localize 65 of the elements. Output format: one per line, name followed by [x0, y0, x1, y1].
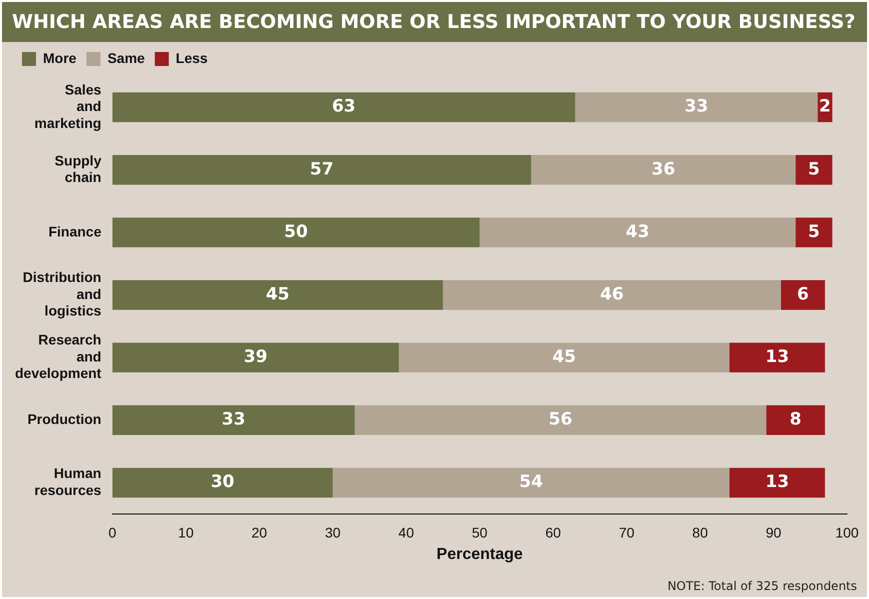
text: NOTE: Total of 325 respondents: [667, 579, 857, 593]
data-label: 54: [519, 472, 544, 492]
bar: [575, 92, 818, 122]
x-tick-label: 10: [178, 524, 194, 540]
bar: [354, 405, 766, 436]
data-label: 30: [210, 472, 235, 492]
data-label: 5: [808, 222, 820, 242]
y-tick-label: Sales and marketing: [34, 81, 102, 131]
y-tick-label: Research and development: [14, 332, 102, 382]
data-label: 13: [765, 346, 790, 367]
data-label: 43: [626, 222, 650, 242]
data-label: 33: [684, 96, 708, 117]
x-tick-label: 70: [618, 524, 635, 540]
y-tick-label: Finance: [48, 223, 102, 240]
bar: [112, 342, 399, 372]
legend-label: Same: [107, 50, 146, 66]
x-tick-label: 50: [472, 524, 488, 540]
bar: [729, 468, 825, 498]
x-tick-label: 20: [251, 524, 268, 540]
bar: [442, 280, 781, 310]
data-label: 45: [552, 346, 576, 367]
bar: [332, 468, 730, 498]
data-label: 63: [332, 96, 356, 117]
x-tick-label: 30: [324, 524, 341, 540]
data-label: 6: [797, 284, 809, 304]
bar: [531, 154, 796, 185]
bar: [729, 342, 825, 372]
y-tick-label: Human resources: [34, 465, 102, 498]
data-label: 46: [600, 284, 624, 304]
data-label: 50: [284, 222, 308, 242]
data-label: 39: [244, 346, 268, 367]
x-tick-label: 60: [545, 524, 562, 540]
x-axis-title: Percentage: [436, 546, 523, 563]
y-tick-label: Distribution and logistics: [22, 269, 102, 319]
y-tick-label: Supply chain: [54, 152, 102, 186]
bar: [112, 92, 576, 122]
bar: [112, 468, 333, 498]
bar: [112, 280, 443, 310]
data-label: 57: [310, 159, 334, 180]
legend-label: Less: [176, 50, 208, 66]
bar: [780, 280, 825, 310]
x-tick-label: 40: [398, 524, 414, 540]
x-tick-label: 100: [835, 524, 859, 540]
bar: [112, 405, 355, 436]
bar: [796, 218, 832, 248]
bar: [796, 154, 832, 185]
y-tick-label: Production: [27, 411, 102, 427]
data-label: 36: [652, 159, 676, 180]
bar: [398, 342, 730, 372]
x-tick-label: 0: [108, 524, 116, 540]
x-tick-label: 90: [766, 524, 782, 540]
legend-label: More: [43, 50, 77, 66]
data-label: 33: [222, 410, 246, 430]
data-label: 13: [765, 472, 790, 492]
x-tick-label: 80: [692, 524, 708, 540]
data-label: 5: [808, 159, 820, 180]
bar: [766, 405, 825, 436]
bar: [112, 154, 532, 185]
bar: [480, 218, 796, 248]
data-label: 45: [266, 284, 290, 304]
data-label: 8: [790, 410, 802, 430]
data-label: 2: [819, 96, 831, 117]
bar: [112, 218, 480, 248]
data-label: 56: [548, 410, 572, 430]
chart-title: WHICH AREAS ARE BECOMING MORE OR LESS IMPORTANT TO YOUR BUSINESS?: [2, 2, 867, 42]
